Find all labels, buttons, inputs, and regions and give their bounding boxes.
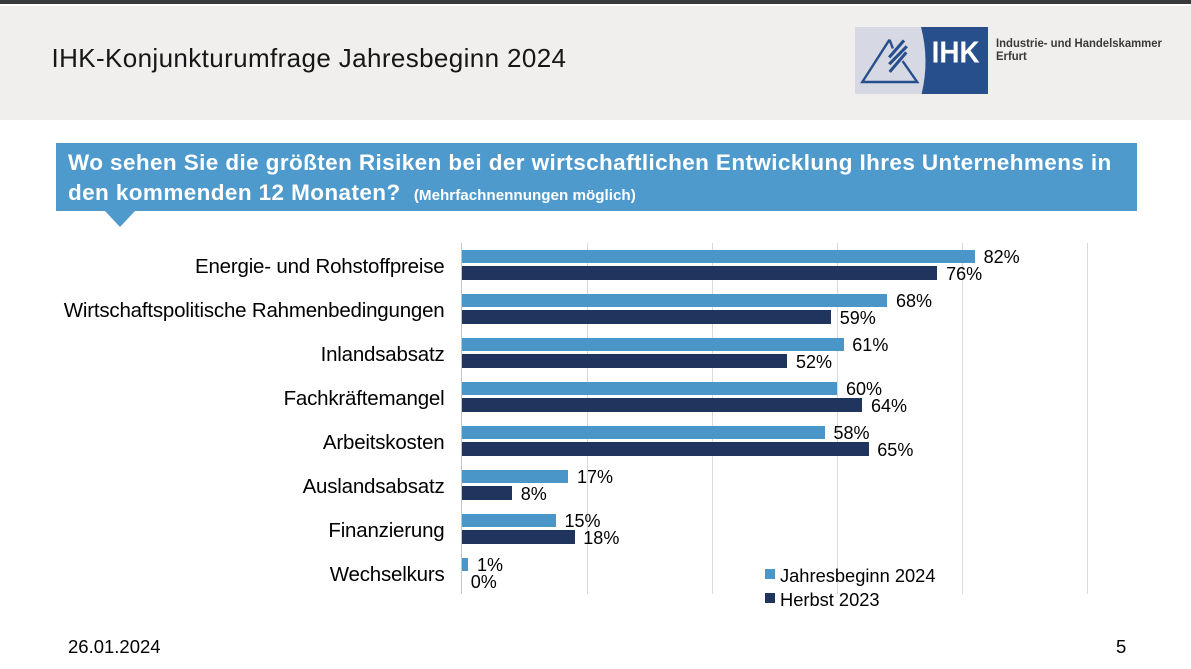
svg-text:IHK: IHK	[932, 35, 981, 70]
